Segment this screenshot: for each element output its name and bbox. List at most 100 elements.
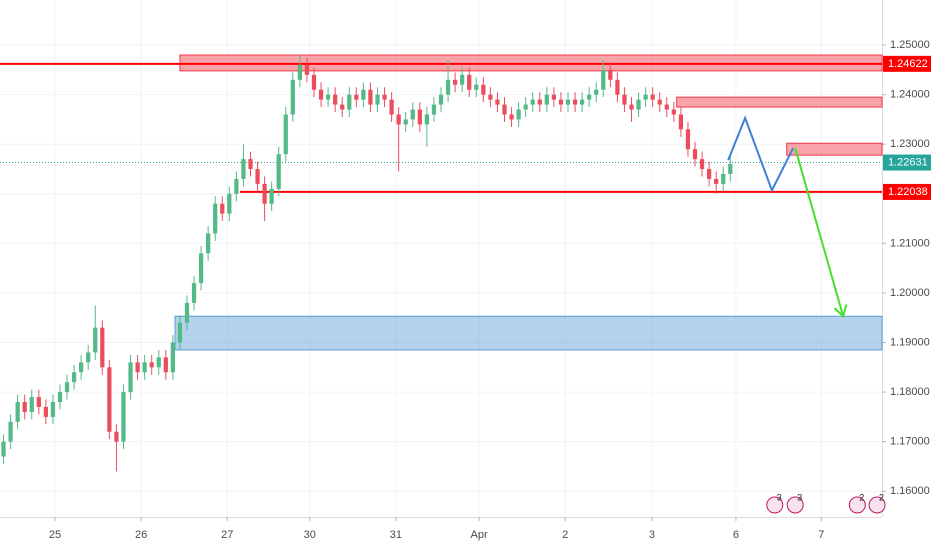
candle-body bbox=[290, 79, 295, 115]
candle-body bbox=[22, 402, 27, 412]
candle-body bbox=[347, 94, 352, 110]
candle-body bbox=[43, 406, 48, 417]
y-tick-label: 1.16000 bbox=[890, 485, 930, 497]
candle-body bbox=[79, 362, 84, 373]
candle-body bbox=[64, 382, 70, 393]
candle-body bbox=[403, 119, 408, 125]
candle-body bbox=[36, 397, 41, 407]
candle-body bbox=[114, 431, 119, 442]
candle-body bbox=[156, 357, 161, 368]
candle-body bbox=[71, 372, 77, 383]
zone bbox=[676, 96, 883, 108]
candle-body bbox=[340, 104, 345, 110]
x-tick-label: 30 bbox=[304, 529, 316, 541]
candle-body bbox=[227, 193, 232, 214]
candle-body bbox=[678, 114, 684, 130]
y-tick-label: 1.17000 bbox=[890, 436, 930, 448]
x-tick-label: 31 bbox=[390, 529, 402, 541]
candle-body bbox=[431, 104, 437, 115]
candle-body bbox=[488, 94, 493, 100]
candle-body bbox=[142, 362, 147, 373]
candle-body bbox=[410, 109, 415, 120]
y-tick-label: 1.21000 bbox=[890, 237, 930, 249]
candle-body bbox=[460, 74, 465, 85]
event-icon bbox=[766, 496, 784, 514]
candle-body bbox=[474, 84, 479, 90]
candle-body bbox=[220, 203, 225, 214]
candle-body bbox=[445, 79, 451, 95]
candle-body bbox=[206, 233, 211, 254]
candle-body bbox=[262, 183, 267, 204]
candle-body bbox=[594, 89, 599, 95]
arrow-head bbox=[833, 304, 848, 319]
candle-body bbox=[714, 178, 719, 184]
candle-body bbox=[163, 357, 168, 373]
candle-body bbox=[354, 94, 359, 100]
candle-body bbox=[643, 94, 648, 100]
candle-body bbox=[304, 64, 310, 75]
candle-body bbox=[551, 94, 557, 100]
candle-body bbox=[671, 109, 676, 115]
y-tick-label: 1.19000 bbox=[890, 336, 930, 348]
candle-body bbox=[558, 99, 564, 105]
level-box bbox=[883, 183, 931, 200]
candle-body bbox=[318, 89, 324, 100]
level-label: 1.24622 bbox=[888, 58, 928, 70]
event-icon bbox=[868, 496, 886, 514]
candle-body bbox=[396, 114, 401, 125]
candle-body bbox=[121, 392, 126, 442]
candle-body bbox=[15, 402, 20, 422]
candle-body bbox=[50, 402, 56, 417]
candle-body bbox=[177, 322, 183, 343]
candle-body bbox=[629, 104, 634, 110]
level-box bbox=[883, 55, 931, 72]
candle-body bbox=[502, 104, 507, 115]
candle-body bbox=[481, 84, 486, 95]
candle-body bbox=[699, 159, 705, 170]
y-tick-label: 1.18000 bbox=[890, 386, 930, 398]
candle-body bbox=[93, 327, 98, 353]
candle-body bbox=[198, 253, 204, 284]
candle-body bbox=[495, 99, 500, 105]
candle-body bbox=[325, 94, 331, 100]
candle-body bbox=[424, 114, 430, 125]
candle-body bbox=[311, 74, 317, 90]
candle-body bbox=[382, 94, 387, 100]
candle-body bbox=[537, 99, 542, 105]
candle-body bbox=[107, 367, 112, 432]
candle-body bbox=[389, 99, 394, 115]
x-tick-label: 27 bbox=[221, 529, 233, 541]
candle-body bbox=[580, 99, 585, 105]
zone bbox=[174, 315, 883, 351]
candle-body bbox=[417, 109, 422, 125]
candle-body bbox=[191, 283, 197, 303]
candle-body bbox=[650, 94, 655, 100]
candle-body bbox=[509, 114, 514, 120]
x-tick-label: 26 bbox=[135, 529, 147, 541]
candle-body bbox=[544, 94, 549, 105]
candle-body bbox=[721, 173, 726, 184]
candle-body bbox=[608, 69, 613, 80]
candle-body bbox=[100, 327, 105, 368]
candle-body bbox=[170, 342, 175, 373]
arrow-line bbox=[794, 147, 845, 317]
y-tick-label: 1.24000 bbox=[890, 89, 930, 101]
x-tick-label: 3 bbox=[649, 529, 655, 541]
y-tick-label: 1.23000 bbox=[890, 138, 930, 150]
candle-body bbox=[572, 99, 578, 105]
candle-body bbox=[128, 362, 133, 393]
candle-body bbox=[728, 164, 733, 174]
candle-body bbox=[601, 69, 606, 90]
candle-body bbox=[438, 94, 444, 105]
candle-body bbox=[297, 64, 302, 80]
candle-body bbox=[283, 114, 288, 155]
candle-body bbox=[516, 109, 521, 120]
candle-body bbox=[184, 302, 190, 323]
event-icon bbox=[848, 496, 866, 514]
candle-body bbox=[685, 129, 691, 150]
x-tick-label: 7 bbox=[818, 529, 824, 541]
candle-body bbox=[615, 79, 620, 95]
candle-body bbox=[333, 94, 338, 105]
event-count: 2 bbox=[879, 492, 884, 502]
